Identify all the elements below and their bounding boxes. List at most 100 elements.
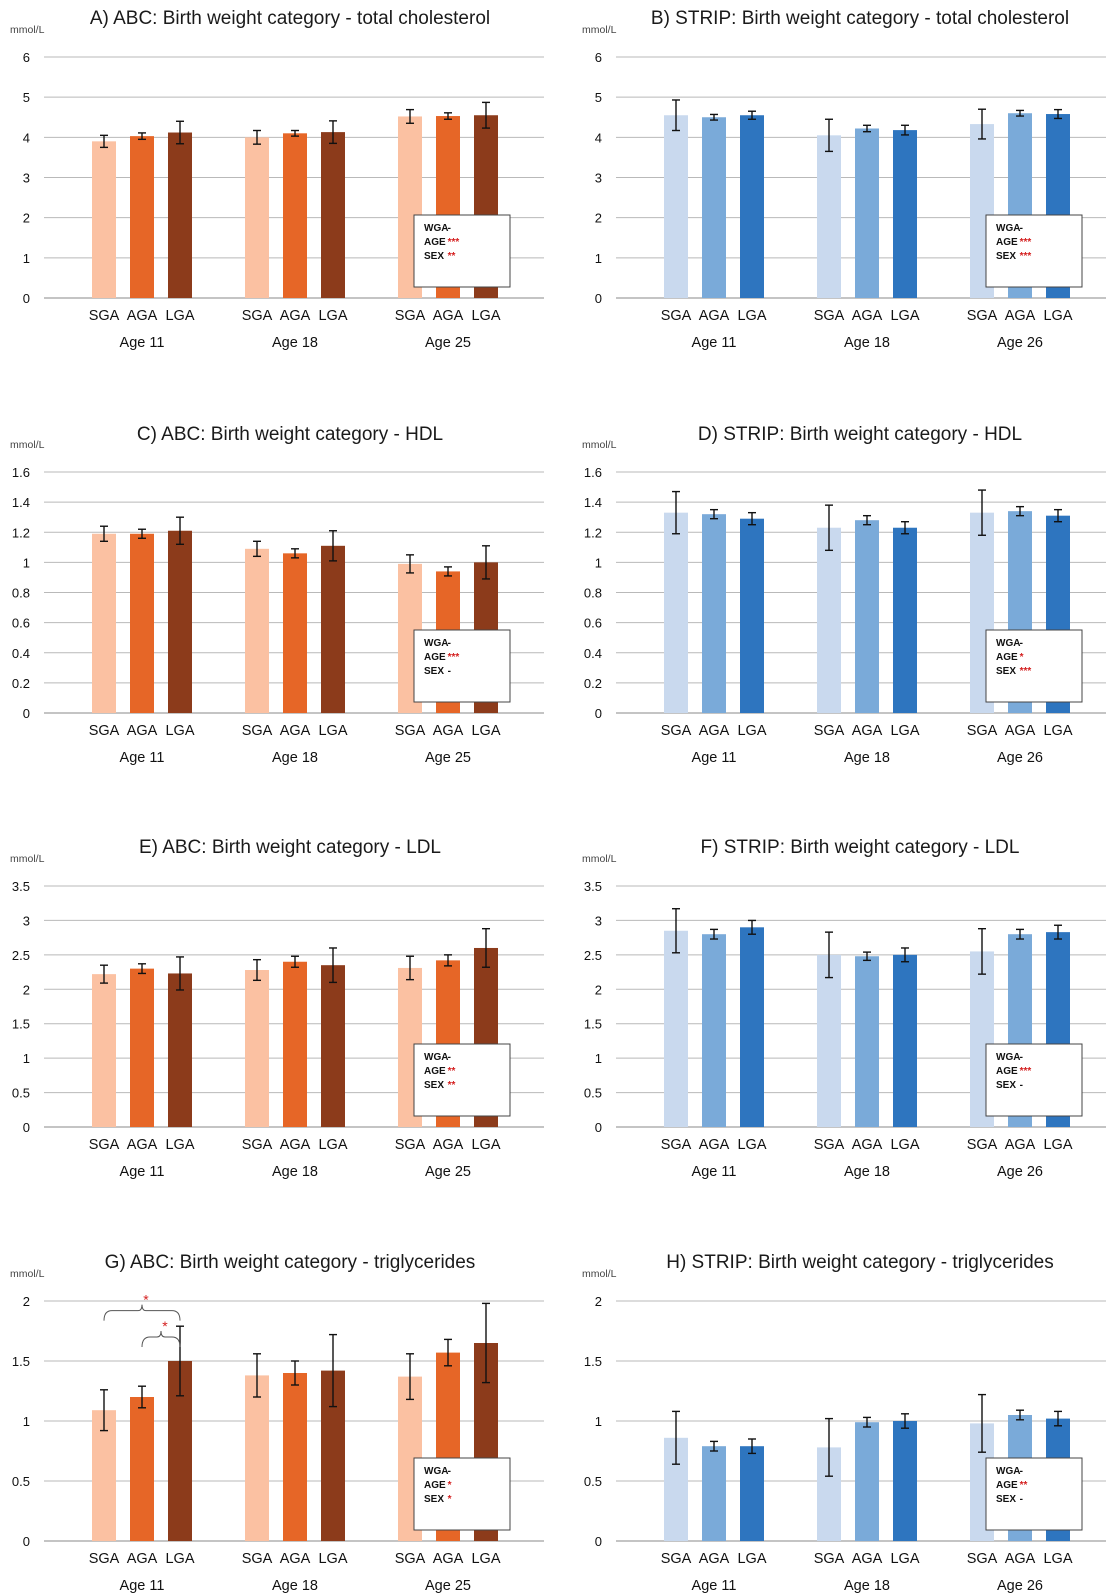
y-tick-label: 6	[595, 50, 602, 65]
x-category-label: AGA	[280, 723, 311, 739]
bar	[321, 132, 345, 298]
bar	[283, 1373, 307, 1541]
x-category-label: SGA	[814, 1137, 845, 1153]
x-category-label: AGA	[852, 308, 883, 324]
x-category-label: LGA	[165, 308, 194, 324]
x-category-label: AGA	[280, 1551, 311, 1567]
stats-significance: **	[448, 1066, 456, 1077]
x-category-label: LGA	[471, 723, 500, 739]
x-category-label: SGA	[967, 1551, 998, 1567]
x-category-label: LGA	[1043, 723, 1072, 739]
x-category-label: LGA	[471, 1137, 500, 1153]
y-tick-label: 1.4	[584, 495, 602, 510]
x-category-label: SGA	[395, 1551, 426, 1567]
stats-label: SEX	[424, 251, 444, 262]
bar	[664, 115, 688, 298]
bar	[855, 956, 879, 1127]
x-category-label: SGA	[89, 1551, 120, 1567]
bar	[702, 117, 726, 298]
x-category-label: SGA	[814, 723, 845, 739]
y-tick-label: 0.5	[12, 1474, 30, 1489]
y-tick-label: 1	[595, 1051, 602, 1066]
chart-title: E) ABC: Birth weight category - LDL	[139, 837, 441, 858]
chart-title: G) ABC: Birth weight category - triglyce…	[105, 1252, 476, 1273]
bar	[92, 974, 116, 1127]
stats-label: AGE	[996, 1066, 1018, 1077]
stats-label: AGE	[424, 1066, 446, 1077]
y-tick-label: 0	[23, 1534, 30, 1549]
y-tick-label: 0	[595, 1534, 602, 1549]
x-category-label: AGA	[699, 308, 730, 324]
chart-panel-a: A) ABC: Birth weight category - total ch…	[10, 8, 544, 351]
bar	[245, 970, 269, 1127]
x-category-label: SGA	[395, 1137, 426, 1153]
x-group-label: Age 26	[997, 1164, 1043, 1180]
y-tick-label: 0.5	[584, 1474, 602, 1489]
x-category-label: SGA	[395, 723, 426, 739]
chart-panel-d: D) STRIP: Birth weight category - HDL mmo…	[582, 424, 1106, 766]
chart-title: H) STRIP: Birth weight category - trigly…	[666, 1252, 1054, 1273]
bar	[168, 530, 192, 713]
y-tick-label: 2	[23, 982, 30, 997]
stats-significance: -	[448, 666, 451, 677]
x-group-label: Age 18	[844, 750, 890, 766]
y-axis-unit: mmol/L	[582, 439, 617, 451]
bar	[702, 514, 726, 713]
x-category-label: AGA	[852, 1137, 883, 1153]
y-tick-label: 1.2	[584, 525, 602, 540]
y-tick-label: 1	[595, 251, 602, 266]
stats-label: WGA	[424, 1466, 448, 1477]
y-tick-label: 1	[595, 1414, 602, 1429]
x-category-label: SGA	[242, 1137, 273, 1153]
x-category-label: LGA	[737, 308, 766, 324]
y-tick-label: 4	[595, 130, 602, 145]
bar	[283, 961, 307, 1127]
y-tick-label: 2	[23, 1294, 30, 1309]
bar	[702, 934, 726, 1127]
x-group-label: Age 11	[692, 335, 737, 351]
bar	[740, 115, 764, 298]
chart-panel-c: C) ABC: Birth weight category - HDL mmol/…	[10, 424, 544, 766]
y-axis-unit: mmol/L	[582, 853, 617, 865]
y-tick-label: 2	[23, 211, 30, 226]
y-tick-label: 3	[595, 171, 602, 186]
x-group-label: Age 18	[272, 750, 318, 766]
y-axis-unit: mmol/L	[582, 24, 617, 36]
chart-title: A) ABC: Birth weight category - total ch…	[90, 8, 490, 29]
x-group-label: Age 18	[272, 335, 318, 351]
bar	[130, 533, 154, 713]
y-tick-label: 1.6	[12, 465, 30, 480]
x-category-label: SGA	[661, 723, 692, 739]
y-tick-label: 1.4	[12, 495, 30, 510]
bar	[130, 1397, 154, 1541]
stats-label: WGA	[424, 638, 448, 649]
y-tick-label: 0.2	[12, 676, 30, 691]
x-category-label: AGA	[433, 1137, 464, 1153]
bar	[92, 533, 116, 713]
stats-significance: -	[1020, 638, 1023, 649]
stats-label: SEX	[996, 666, 1016, 677]
bar	[855, 520, 879, 713]
bar	[855, 1422, 879, 1541]
stats-label: SEX	[424, 666, 444, 677]
stats-significance: **	[448, 251, 456, 262]
bar	[855, 128, 879, 298]
stats-label: SEX	[996, 1494, 1016, 1505]
stats-label: WGA	[424, 223, 448, 234]
stats-box	[985, 1457, 1083, 1531]
stats-label: WGA	[424, 1052, 448, 1063]
chart-panel-b: B) STRIP: Birth weight category - total …	[582, 8, 1106, 351]
x-category-label: LGA	[165, 1551, 194, 1567]
stats-label: WGA	[996, 223, 1020, 234]
y-tick-label: 1	[595, 555, 602, 570]
bar	[283, 553, 307, 713]
chart-panel-e: E) ABC: Birth weight category - LDL mmol/…	[10, 837, 544, 1180]
x-category-label: LGA	[1043, 1137, 1072, 1153]
x-category-label: SGA	[242, 1551, 273, 1567]
y-tick-label: 0	[23, 1120, 30, 1135]
x-category-label: AGA	[280, 308, 311, 324]
stats-label: AGE	[424, 1480, 446, 1491]
bar	[664, 512, 688, 713]
bar	[893, 954, 917, 1127]
stats-label: SEX	[996, 251, 1016, 262]
